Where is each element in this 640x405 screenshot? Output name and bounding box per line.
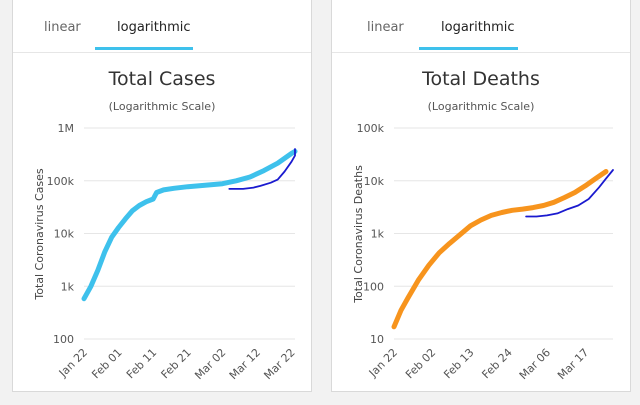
y-tick-label: 1M <box>58 122 75 135</box>
series-line-main <box>81 148 298 302</box>
deaths-chart-subtitle: (Logarithmic Scale) <box>427 100 535 113</box>
y-tick-label: 100 <box>363 280 384 293</box>
y-tick-label: 1k <box>371 228 385 241</box>
x-tick-label: Jan 22 <box>366 346 400 380</box>
y-tick-label: 1k <box>61 280 75 293</box>
y-tick-label: 100k <box>47 175 75 188</box>
cases-chart-subtitle: (Logarithmic Scale) <box>108 100 216 113</box>
x-tick-label: Jan 22 <box>56 346 90 380</box>
x-tick-label: Feb 11 <box>124 346 159 381</box>
tab-logarithmic[interactable]: logarithmic <box>441 20 515 35</box>
x-tick-label: Mar 02 <box>192 346 228 382</box>
deaths-tabs: linear logarithmic <box>332 0 630 53</box>
active-tab-indicator <box>95 47 193 50</box>
x-tick-label: Feb 21 <box>159 346 194 381</box>
x-tick-label: Mar 06 <box>517 346 553 382</box>
series-line-main <box>391 169 609 330</box>
x-tick-label: Feb 01 <box>89 346 124 381</box>
y-tick-label: 10k <box>364 175 385 188</box>
y-tick-label: 10 <box>370 333 384 346</box>
cases-tabs: linear logarithmic <box>13 0 311 53</box>
y-axis-label: Total Coronavirus Cases <box>33 168 46 301</box>
tab-linear[interactable]: linear <box>44 20 81 35</box>
deaths-chart-title: Total Deaths <box>422 68 540 90</box>
active-tab-indicator <box>419 47 518 50</box>
deaths-panel: linear logarithmic Total Deaths (Logarit… <box>331 0 631 392</box>
y-tick-label: 100 <box>53 333 74 346</box>
cases-chart-title: Total Cases <box>108 68 216 90</box>
x-tick-label: Feb 13 <box>441 346 476 381</box>
x-tick-label: Feb 02 <box>403 346 438 381</box>
cases-panel: linear logarithmic Total Cases (Logarith… <box>12 0 312 392</box>
series-line-comparison <box>228 148 296 190</box>
x-tick-label: Mar 17 <box>555 346 591 382</box>
tab-logarithmic[interactable]: logarithmic <box>117 20 191 35</box>
tab-linear[interactable]: linear <box>367 20 404 35</box>
x-tick-label: Feb 24 <box>479 346 514 381</box>
series-line-comparison <box>525 169 614 218</box>
x-tick-label: Mar 12 <box>227 346 263 382</box>
y-tick-label: 100k <box>357 122 385 135</box>
y-tick-label: 10k <box>54 228 75 241</box>
y-axis-label: Total Coronavirus Deaths <box>352 165 365 304</box>
x-tick-label: Mar 22 <box>261 346 297 382</box>
